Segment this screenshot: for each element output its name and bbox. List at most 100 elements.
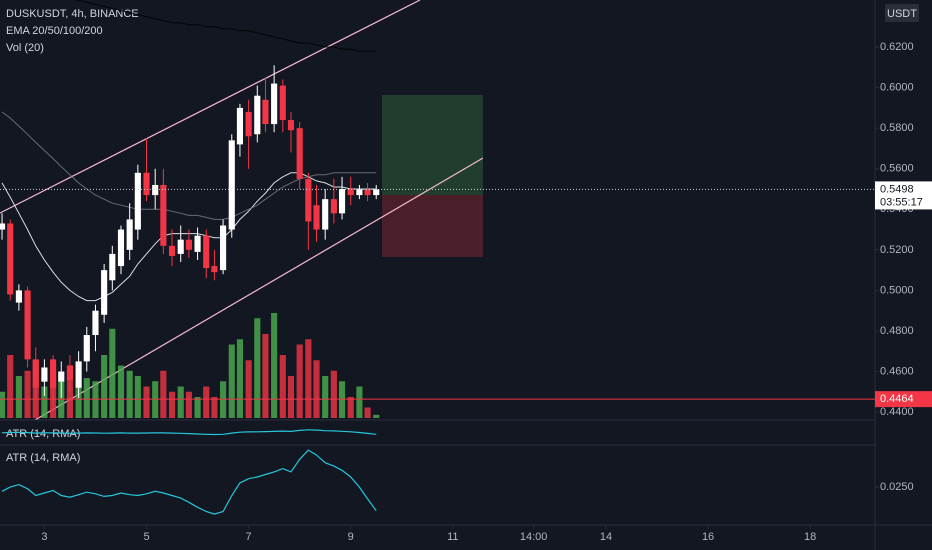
volume-bar [262,334,269,418]
y-tick-label: 0.5000 [880,284,914,296]
volume-bar [211,397,218,418]
candle-body [203,235,210,269]
position-tool[interactable] [382,95,483,257]
volume-bar [220,381,227,418]
x-tick-label: 7 [246,531,252,543]
candle-body [313,205,320,230]
volume-bar [364,407,371,418]
candle-body [58,371,65,382]
candle-body [279,85,286,121]
volume-bar [287,376,295,418]
candle-body [287,120,295,131]
volume-bar [152,381,159,418]
indicator-label: EMA 20/50/100/200 [6,25,103,37]
y-tick-label: 0.4800 [880,325,914,337]
countdown-label: 03:55:17 [880,196,923,208]
volume-bar [254,318,261,418]
volume-bar [41,386,48,418]
x-tick-label: 14:00 [520,531,548,543]
currency-badge[interactable]: USDT [887,8,917,20]
candle-body [330,199,337,214]
loss-zone [382,195,483,257]
y-tick-label: 0.4400 [880,406,914,418]
volume-bar [83,378,90,418]
candle-body [262,99,269,125]
candle-body [160,184,167,246]
atr-line-small [1,429,377,436]
volume-bar [279,355,286,418]
alert-label: 0.4464 [880,393,914,405]
volume-bar [143,386,150,418]
atr-tick-label: 0.0250 [880,481,914,493]
volume-bar [313,360,320,418]
candle-body [168,245,176,256]
candle-body [220,225,227,271]
candle-body [254,95,261,135]
x-tick-label: 16 [702,531,714,543]
candle-body [236,107,243,145]
volume-bar [168,391,176,418]
volume-bar [203,386,210,418]
candle-body [134,172,141,230]
volume-bar [15,376,22,418]
candle-body [83,335,90,362]
volume-bar [271,313,278,418]
volume-bar [177,386,184,418]
candle-body [185,239,192,250]
volume-bar [296,344,303,418]
candle-body [322,199,329,230]
candle-body [109,253,116,281]
candle-body [0,223,6,230]
current-price-label: 0.5498 [880,183,914,195]
volume-bar [228,344,235,418]
candle-body [356,189,363,196]
x-tick-label: 11 [447,531,458,543]
volume-bar [66,376,74,418]
volume-bar [245,360,252,418]
candle-body [15,290,22,303]
atr-label: ATR (14, RMA) [6,428,80,440]
candle-body [271,83,278,125]
x-tick-label: 5 [143,531,149,543]
y-tick-label: 0.5800 [880,122,914,134]
candle-body [32,359,39,388]
trend-line[interactable] [0,0,421,214]
x-tick-label: 14 [600,531,612,543]
volume-bar [160,370,167,418]
atr-label: ATR (14, RMA) [6,452,80,464]
ema-line [1,111,377,220]
atr-line [1,449,377,515]
y-tick-label: 0.5200 [880,244,914,256]
volume-bar [373,414,380,418]
profit-zone [382,95,483,195]
volume-bar [117,365,125,418]
candle-body [143,172,150,196]
ema-line [74,0,377,52]
volume-bar [356,386,363,418]
alert-box [875,391,932,408]
volume-label: Vol (20) [6,42,44,54]
x-tick-label: 3 [41,531,47,543]
candle-body [347,189,354,196]
currency-badge-bg[interactable] [885,4,919,22]
volume-bar [322,376,329,418]
candle-body [126,219,133,250]
volume-bar [109,328,116,418]
candle-body [194,235,201,252]
volume-bar [101,355,108,418]
candle-body [50,359,57,388]
candle-body [117,229,125,267]
candle-body [245,111,252,137]
x-tick-label: 9 [348,531,354,543]
volume-bar [305,339,312,418]
volume-bar [7,355,14,418]
candle-body [152,184,159,196]
volume-bar [236,339,243,418]
candle-body [373,189,380,196]
current-price-box [875,181,932,210]
candle-body [24,290,31,360]
volume-bar [330,370,337,418]
candle-body [211,266,218,273]
volume-bar [92,381,99,418]
